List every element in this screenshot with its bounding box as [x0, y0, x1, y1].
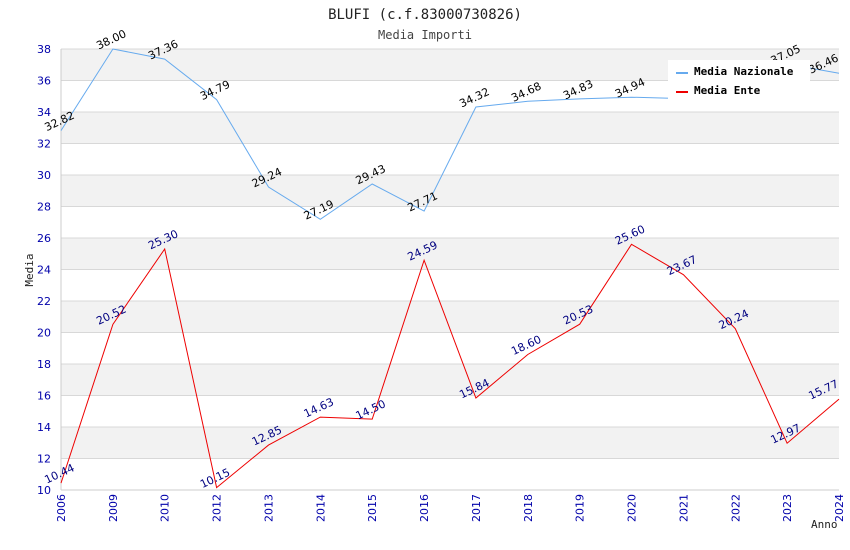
- grid-band: [61, 364, 839, 396]
- data-label: 34.79: [198, 78, 232, 103]
- x-tick-label: 2010: [159, 494, 172, 522]
- series-line-ente: [60, 243, 840, 489]
- x-tick-label: 2015: [366, 494, 379, 522]
- x-tick-label: 2013: [262, 494, 275, 522]
- x-tick-label: 2009: [107, 494, 120, 522]
- y-tick-label: 34: [37, 106, 51, 119]
- chart-title: BLUFI (c.f.83000730826): [328, 7, 522, 23]
- x-tick-label: 2016: [418, 494, 431, 522]
- x-tick-label: 2024: [833, 494, 846, 522]
- grid-band: [61, 238, 839, 270]
- x-tick-label: 2006: [55, 494, 68, 522]
- x-tick-label: 2021: [677, 494, 690, 522]
- data-label: 10.15: [198, 466, 232, 491]
- y-tick-label: 12: [37, 453, 51, 466]
- x-tick-label: 2022: [729, 494, 742, 522]
- grid-bands: [61, 49, 839, 459]
- data-label: 34.32: [457, 85, 491, 110]
- y-tick-label: 30: [37, 169, 51, 182]
- legend-box: [668, 60, 810, 104]
- y-tick-label: 16: [37, 390, 51, 403]
- y-tick-label: 10: [37, 484, 51, 497]
- grid-band: [61, 175, 839, 207]
- y-tick-label: 20: [37, 327, 51, 340]
- y-tick-label: 28: [37, 201, 51, 214]
- x-tick-label: 2014: [314, 494, 327, 522]
- legend-label-ente: Media Ente: [694, 84, 761, 97]
- x-tick-label: 2018: [522, 494, 535, 522]
- x-axis-label: Anno: [811, 518, 838, 531]
- x-tick-label: 2019: [574, 494, 587, 522]
- x-tick-label: 2020: [626, 494, 639, 522]
- y-tick-label: 32: [37, 138, 51, 151]
- x-tick-label: 2017: [470, 494, 483, 522]
- y-tick-label: 18: [37, 358, 51, 371]
- y-tick-label: 22: [37, 295, 51, 308]
- legend: Media Nazionale Media Ente: [668, 60, 810, 104]
- x-tick-label: 2023: [781, 494, 794, 522]
- y-tick-label: 38: [37, 43, 51, 56]
- grid-band: [61, 427, 839, 459]
- y-tick-label: 24: [37, 264, 51, 277]
- chart-subtitle: Media Importi: [378, 28, 472, 42]
- grid-band: [61, 301, 839, 333]
- y-tick-label: 36: [37, 75, 51, 88]
- y-tick-label: 14: [37, 421, 51, 434]
- grid-band: [61, 112, 839, 144]
- y-axis-label: Media: [23, 253, 36, 286]
- y-axis-ticks: 10 12 14 16 18 20 22 24 26 28 30 32 34 36 38: [37, 43, 51, 497]
- x-tick-label: 2012: [211, 494, 224, 522]
- data-label: 18.60: [509, 333, 543, 358]
- y-tick-label: 26: [37, 232, 51, 245]
- data-label: 14.63: [302, 395, 336, 420]
- x-axis-ticks: 2006 2009 2010 2012 2013 2014 2015 2016 2017 2018…: [55, 494, 846, 522]
- legend-label-nazionale: Media Nazionale: [694, 65, 794, 78]
